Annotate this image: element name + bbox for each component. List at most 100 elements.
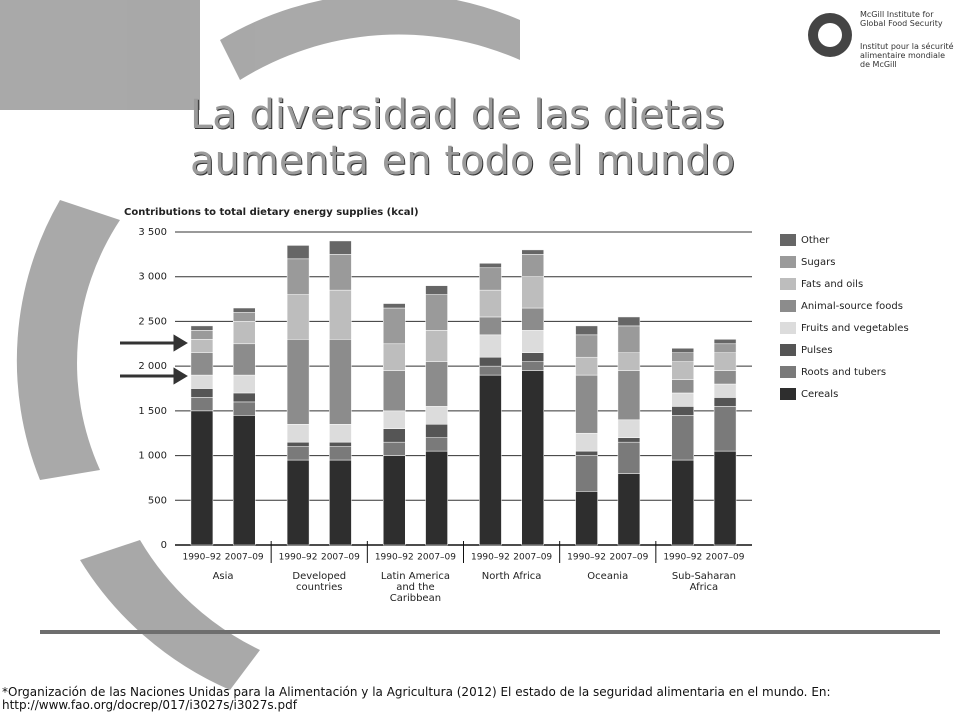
bar-segment	[425, 450, 448, 546]
legend-swatch	[780, 300, 796, 312]
bar-segment	[286, 294, 310, 340]
bar-segment	[190, 388, 214, 398]
bar-segment	[232, 401, 256, 416]
arrows	[120, 334, 188, 385]
bar-segment	[232, 392, 256, 403]
bar-segment	[286, 339, 310, 425]
arrow-head	[173, 367, 188, 385]
bar-segment	[575, 334, 598, 358]
group-label: Sub-Saharan Africa	[671, 571, 736, 593]
bar-segment	[479, 267, 502, 291]
group-label: Oceania	[587, 571, 629, 582]
bar-segment	[671, 352, 695, 362]
bar-segment	[190, 339, 214, 353]
x-tick-label: 1990–92	[182, 553, 221, 563]
bar-segment	[190, 374, 214, 389]
bar-segment	[479, 334, 502, 358]
x-tick-label: 2007–09	[609, 553, 648, 563]
y-axis-title: Contributions to total dietary energy su…	[124, 207, 419, 218]
bar-segment	[329, 240, 352, 255]
y-tick-label: 0	[161, 540, 167, 551]
bar-segment	[617, 419, 641, 438]
legend-label: Animal-source foods	[801, 301, 903, 312]
legend-label: Pulses	[801, 345, 833, 356]
bar-segment	[617, 473, 641, 546]
bar-segment	[671, 392, 695, 407]
bar-segment	[329, 441, 352, 447]
bar-segment	[575, 356, 598, 376]
y-tick-label: 3 500	[138, 227, 167, 238]
globe-arc	[220, 0, 520, 80]
bar-segment	[383, 455, 406, 546]
bar-segment	[286, 446, 310, 461]
legend-swatch	[780, 278, 796, 290]
legend-swatch	[780, 322, 796, 334]
legend-swatch	[780, 366, 796, 378]
bar-segment	[713, 383, 737, 398]
logo-line: de McGill	[860, 60, 897, 69]
group-label: Developed countries	[292, 571, 347, 593]
bar-segment	[425, 285, 448, 295]
x-tick-label: 2007–09	[706, 553, 745, 563]
bar-segment	[425, 406, 448, 425]
bar-segment	[329, 459, 352, 546]
bar-segment	[671, 459, 695, 546]
bar-segment	[329, 289, 352, 340]
bar-segment	[383, 343, 406, 371]
bar-segment	[521, 361, 544, 371]
bar-segment	[521, 352, 544, 362]
bar-segment	[521, 330, 544, 353]
corner-shade	[0, 0, 200, 110]
x-tick-label: 1990–92	[375, 553, 414, 563]
logo-text: Institut pour la sécurité alimentaire mon…	[860, 42, 954, 69]
bar-segment	[286, 441, 310, 447]
bar-segment	[671, 415, 695, 461]
legend-label: Sugars	[801, 257, 835, 268]
bar-segment	[479, 365, 502, 376]
rule	[40, 630, 940, 634]
legend-label: Roots and tubers	[801, 367, 886, 378]
bar-segment	[286, 459, 310, 546]
logo-line: alimentaire mondiale	[860, 51, 946, 60]
logo-line: Global Food Security	[860, 19, 943, 28]
x-tick-label: 2007–09	[417, 553, 456, 563]
bar-segment	[425, 424, 448, 438]
logo-globe	[808, 13, 852, 57]
footnote-line: http://www.fao.org/docrep/017/i3027s/i30…	[2, 698, 297, 712]
bar-segment	[383, 428, 406, 443]
bar-segment	[190, 325, 214, 331]
bar-segment	[617, 352, 641, 371]
bar-segment	[713, 450, 737, 546]
logo-line: McGill Institute for	[860, 10, 934, 19]
bar-segment	[479, 356, 502, 367]
bar-segment	[190, 410, 214, 546]
bar-segment	[521, 249, 544, 255]
bar-segment	[713, 370, 737, 385]
bar-segment	[575, 491, 598, 546]
x-tick-label: 2007–09	[321, 553, 360, 563]
legend-label: Fruits and vegetables	[801, 323, 909, 334]
legend-swatch	[780, 388, 796, 400]
legend-swatch	[780, 234, 796, 246]
bar-segment	[329, 254, 352, 291]
bar-segment	[232, 312, 256, 322]
bar-segment	[671, 406, 695, 416]
group-label: North Africa	[481, 571, 542, 582]
bar-segment	[713, 339, 737, 345]
bar-segment	[521, 254, 544, 277]
y-tick-label: 500	[148, 495, 167, 506]
y-tick-label: 1 500	[138, 406, 167, 417]
x-tick-label: 1990–92	[279, 553, 318, 563]
bar-segment	[190, 330, 214, 340]
bar-segment	[617, 316, 641, 327]
bar-segment	[479, 374, 502, 546]
bar-segment	[329, 446, 352, 461]
bar-segment	[479, 316, 502, 336]
legend-swatch	[780, 344, 796, 356]
y-tick-label: 2 500	[138, 316, 167, 327]
legend-swatch	[780, 256, 796, 268]
bar-segment	[190, 352, 214, 376]
bar-segment	[425, 361, 448, 407]
arrow-head	[173, 334, 188, 352]
